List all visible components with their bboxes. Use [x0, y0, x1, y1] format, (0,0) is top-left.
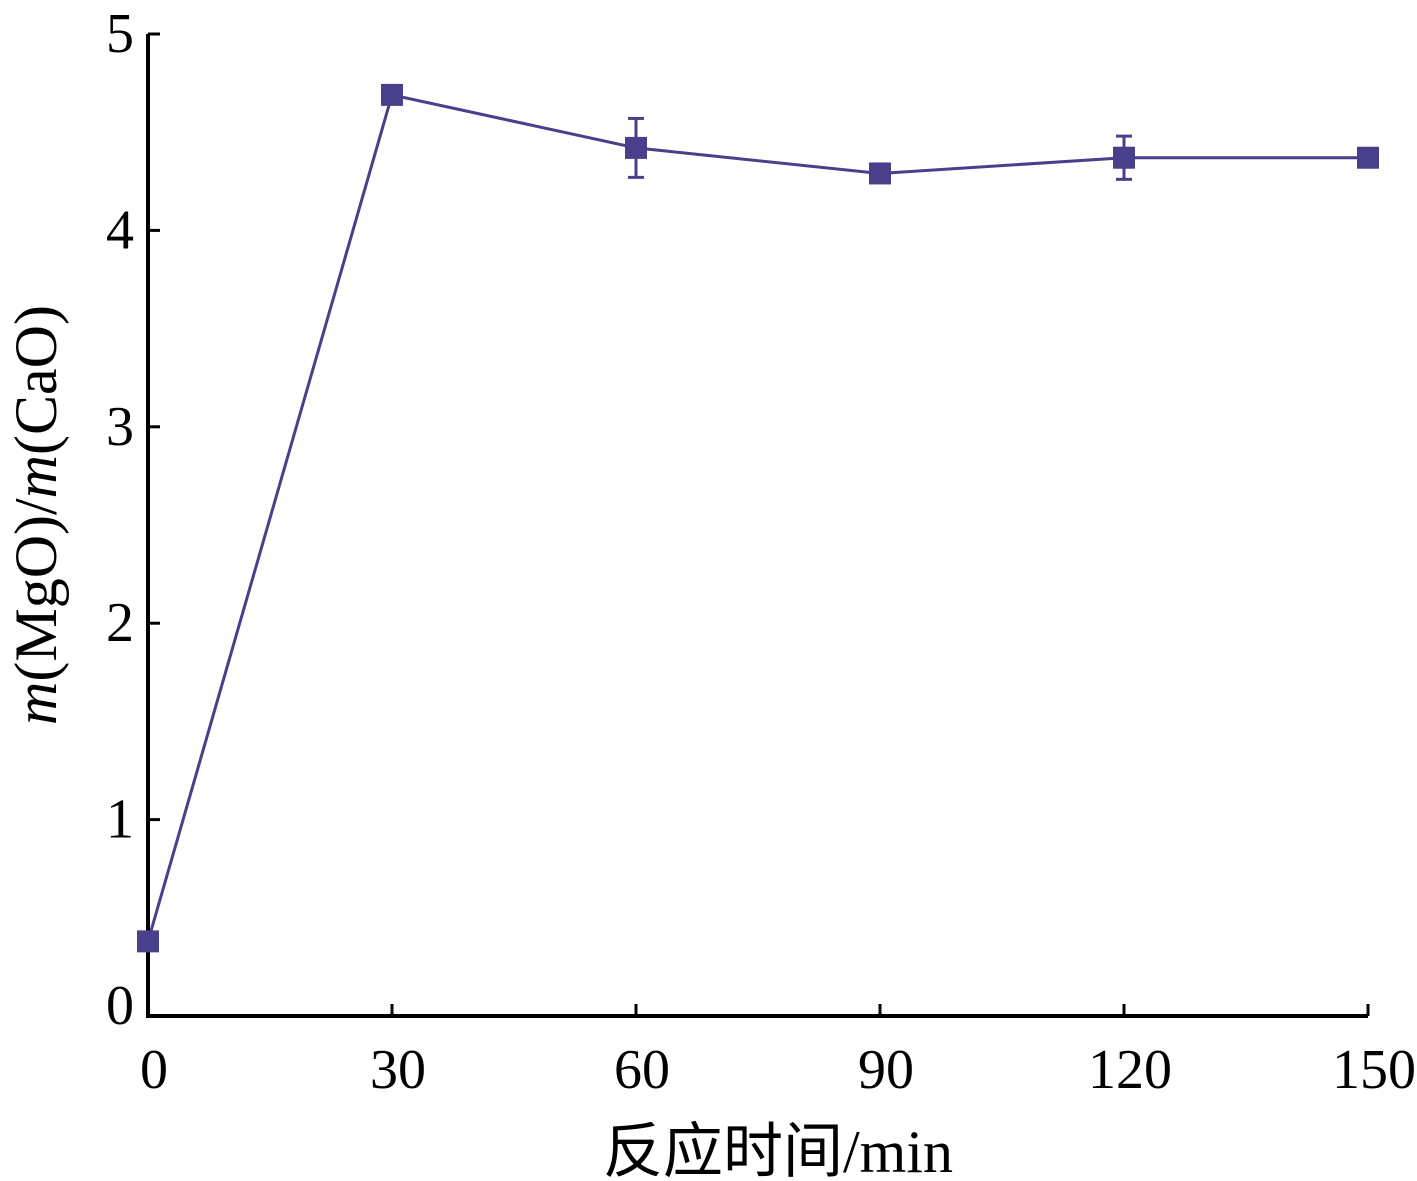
- y-tick-label: 1: [106, 789, 134, 851]
- x-ticks: 0 30 60 90 120 150: [140, 1004, 1416, 1101]
- data-point-marker: [381, 83, 403, 106]
- series-line: [146, 93, 1368, 942]
- x-tick-label: 60: [614, 1039, 670, 1101]
- y-axis-title-part: (CaO): [3, 305, 69, 455]
- y-ticks: 0 1 2 3 4 5: [106, 3, 160, 1037]
- data-point-marker: [625, 136, 647, 159]
- y-axis-title-part: m: [3, 682, 69, 725]
- series-layer: [137, 83, 1379, 953]
- y-tick-label: 3: [106, 396, 134, 458]
- x-axis-title: 反应时间/min: [603, 1119, 953, 1181]
- x-tick-label: 120: [1088, 1039, 1172, 1101]
- y-axis-title-part: (MgO)/: [3, 498, 69, 682]
- axes: [146, 34, 1368, 1018]
- data-point-marker: [137, 930, 159, 953]
- y-axis-title: m(MgO)/m(CaO): [3, 305, 69, 725]
- y-tick-label: 4: [106, 199, 134, 261]
- x-tick-label: 0: [140, 1039, 168, 1101]
- y-tick-label: 0: [106, 975, 134, 1037]
- data-point-marker: [869, 162, 891, 185]
- x-tick-label: 90: [858, 1039, 914, 1101]
- y-axis-title-part: m: [3, 455, 69, 498]
- data-point-marker: [1113, 146, 1135, 169]
- y-tick-label: 5: [106, 3, 134, 65]
- x-tick-label: 30: [370, 1039, 426, 1101]
- x-tick-label: 150: [1332, 1039, 1416, 1101]
- data-point-marker: [1357, 146, 1379, 169]
- y-tick-label: 2: [106, 592, 134, 654]
